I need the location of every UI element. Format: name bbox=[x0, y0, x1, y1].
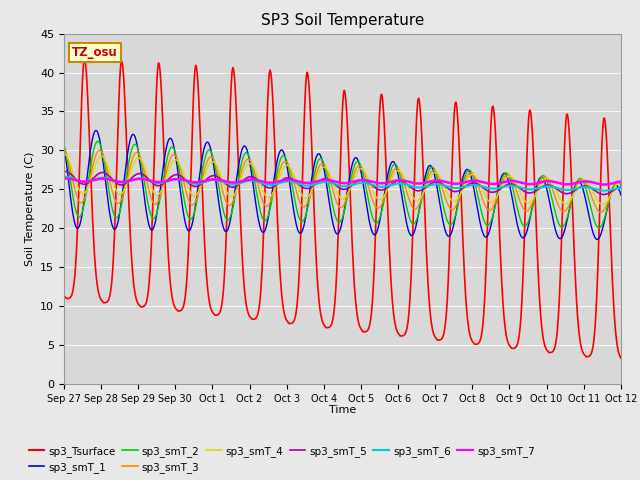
Y-axis label: Soil Temperature (C): Soil Temperature (C) bbox=[24, 152, 35, 266]
Legend: sp3_Tsurface, sp3_smT_1, sp3_smT_2, sp3_smT_3, sp3_smT_4, sp3_smT_5, sp3_smT_6, : sp3_Tsurface, sp3_smT_1, sp3_smT_2, sp3_… bbox=[25, 442, 539, 477]
Title: SP3 Soil Temperature: SP3 Soil Temperature bbox=[260, 13, 424, 28]
Text: TZ_osu: TZ_osu bbox=[72, 47, 118, 60]
X-axis label: Time: Time bbox=[329, 405, 356, 415]
